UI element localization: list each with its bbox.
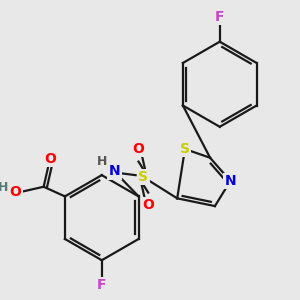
Text: N: N	[109, 164, 120, 178]
Text: O: O	[44, 152, 56, 166]
Text: O: O	[142, 198, 154, 212]
Text: O: O	[10, 184, 22, 199]
Text: H: H	[97, 155, 107, 168]
Text: S: S	[138, 170, 148, 184]
Text: F: F	[97, 278, 106, 292]
Text: N: N	[225, 174, 236, 188]
Text: S: S	[180, 142, 190, 156]
Text: O: O	[133, 142, 145, 156]
Text: H: H	[0, 181, 8, 194]
Text: F: F	[215, 10, 224, 24]
